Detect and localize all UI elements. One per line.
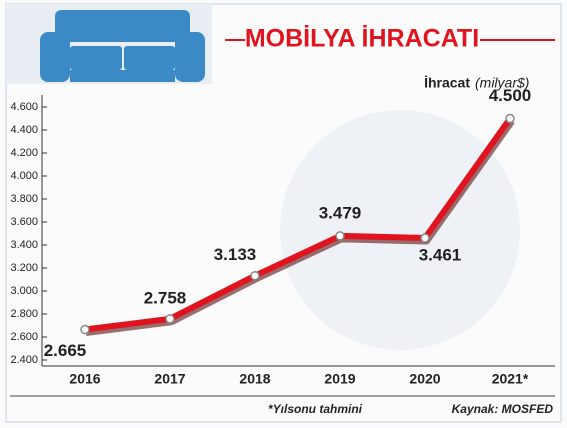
x-tick-label: 2019 xyxy=(324,371,355,387)
x-tick-label: 2021* xyxy=(492,371,529,387)
x-tick-label: 2017 xyxy=(154,371,185,387)
y-tick-label: 3.400 xyxy=(10,239,38,251)
y-tick-label: 2.800 xyxy=(10,308,38,320)
x-tick-label: 2016 xyxy=(69,371,100,387)
y-tick-label: 3.800 xyxy=(10,193,38,205)
y-tick-label: 4.000 xyxy=(10,170,38,182)
point xyxy=(505,113,515,124)
y-tick-label: 3.200 xyxy=(10,262,38,274)
frame xyxy=(5,3,562,423)
y-axis-unit: (milyar$) xyxy=(475,75,529,91)
y-tick-label: 2.600 xyxy=(10,331,38,343)
point xyxy=(80,324,90,335)
x-tick-label: 2018 xyxy=(239,371,270,387)
value-label: 3.479 xyxy=(319,203,362,222)
footnote: *Yılsonu tahmini xyxy=(268,402,363,416)
y-tick-label: 3.000 xyxy=(10,285,38,297)
value-label: 3.133 xyxy=(214,245,257,264)
y-axis-label: İhracat xyxy=(424,75,470,91)
value-label: 3.461 xyxy=(419,245,462,264)
y-tick-label: 3.600 xyxy=(10,216,38,228)
sofa-icon xyxy=(40,10,205,82)
y-tick-label: 2.400 xyxy=(10,354,38,366)
line xyxy=(84,116,513,333)
x-tick-label: 2020 xyxy=(409,371,440,387)
y-tick-label: 4.200 xyxy=(10,147,38,159)
point xyxy=(420,233,430,243)
point xyxy=(250,270,260,281)
point xyxy=(335,231,345,241)
value-label: 4.500 xyxy=(489,86,532,105)
chart-title: MOBİLYA İHRACATI xyxy=(245,25,479,53)
y-tick-label: 4.600 xyxy=(10,101,38,113)
source: Kaynak: MOSFED xyxy=(452,402,554,416)
value-label: 2.665 xyxy=(44,341,87,360)
value-label: 2.758 xyxy=(144,288,187,307)
y-tick-label: 4.400 xyxy=(10,124,38,136)
watermark xyxy=(280,110,520,350)
point xyxy=(165,314,175,324)
